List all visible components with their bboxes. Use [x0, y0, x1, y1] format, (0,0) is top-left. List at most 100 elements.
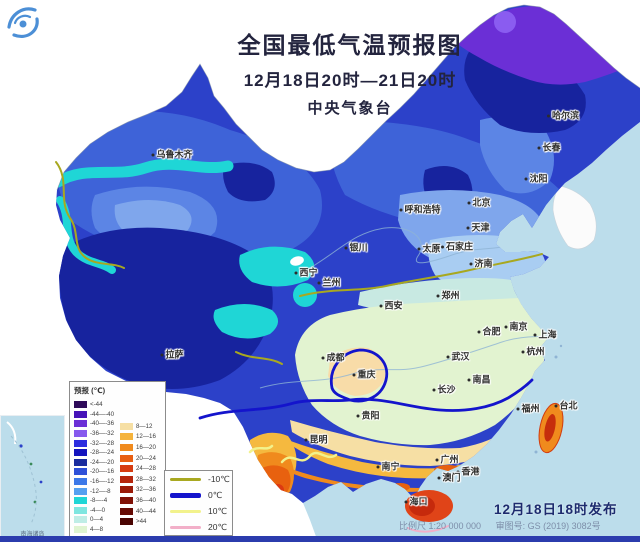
legend-swatch [74, 420, 87, 428]
isotherm-legend-row: -10℃ [170, 472, 232, 487]
legend-swatch [120, 422, 133, 430]
isotherm-line-sample [170, 493, 201, 498]
legend-swatch [74, 478, 87, 486]
legend-swatch [74, 468, 87, 476]
legend-range-label: 24—28 [136, 465, 156, 472]
legend-range-label: -40—-36 [90, 420, 115, 428]
legend-row: -4—0 [74, 506, 115, 516]
legend-row: -40—-36 [74, 419, 115, 429]
legend-range-label: 8—12 [136, 422, 153, 430]
legend-swatch [74, 449, 87, 457]
isotherm-20-line [407, 525, 449, 533]
legend-range-label: -24—-20 [90, 459, 115, 466]
legend-row: <-44 [74, 400, 115, 410]
legend-swatch [74, 497, 87, 505]
forecast-period: 12月18日20时—21日20时 [243, 71, 457, 90]
legend-range-label: 12—16 [136, 433, 156, 441]
legend-range-label: 28—32 [136, 475, 156, 483]
legend-row: -36—-32 [74, 429, 115, 439]
legend-range-label: -20—-16 [90, 468, 115, 476]
legend-row: -12—-8 [74, 486, 115, 496]
qinghai-lake [290, 256, 304, 266]
legend-swatch [120, 507, 133, 515]
legend-range-label: -28—-24 [90, 449, 115, 457]
issue-time: 12月18日18时发布 [494, 502, 618, 517]
legend-row: 12—16 [120, 432, 157, 443]
legend-range-label: 32—36 [136, 486, 156, 494]
legend-row: -20—-16 [74, 467, 115, 477]
legend-swatch [74, 401, 87, 409]
legend-swatch [74, 439, 87, 447]
taiwan-island [538, 402, 564, 454]
legend-swatch [120, 465, 133, 473]
isotherm-0-line [198, 378, 534, 420]
korea-landmass [552, 185, 597, 250]
isotherm-minus10-line [235, 351, 283, 365]
legend-range-label: -44—-40 [90, 411, 115, 418]
legend-range-label: 40—44 [136, 507, 156, 515]
temperature-legend-title: 预报 (℃) [74, 386, 106, 395]
legend-row: 8—12 [120, 421, 157, 432]
isotherm-legend-row: 10℃ [170, 504, 232, 519]
legend-range-label: 16—20 [136, 444, 156, 451]
legend-row: 28—32 [120, 474, 157, 485]
legend-range-label: -16—-12 [90, 478, 115, 485]
legend-range-label: -36—-32 [90, 430, 115, 437]
title-block: 全国最低气温预报图 12月18日20时—21日20时 中央气象台 [170, 26, 530, 118]
legend-range-label: -4—0 [90, 507, 106, 514]
agency-name: 中央气象台 [307, 100, 393, 117]
isotherm-10-line [280, 451, 338, 464]
legend-row: >44 [120, 516, 157, 527]
legend-row: 20—24 [120, 453, 157, 464]
legend-swatch [74, 516, 87, 524]
legend-row: 4—8 [74, 525, 115, 535]
coastal-islands [534, 344, 563, 454]
legend-row: -44—-40 [74, 410, 115, 420]
legend-swatch [74, 487, 87, 495]
temperature-legend: 预报 (℃) <-44 -44—-40 -40—-36 -36—-32 -32—-28 -… [69, 381, 166, 538]
legend-row: 36—40 [120, 495, 157, 506]
temperature-legend-left-column: <-44 -44—-40 -40—-36 -36—-32 -32—-28 -28—-24 -… [74, 400, 115, 534]
legend-row: 16—20 [120, 442, 157, 453]
china-outline [56, 4, 640, 191]
isotherm-line-sample [170, 525, 201, 530]
legend-row: -8—-4 [74, 496, 115, 506]
legend-range-label: <-44 [90, 401, 103, 409]
legend-swatch [120, 475, 133, 483]
legend-range-label: -32—-28 [90, 439, 115, 447]
legend-row: 0—4 [74, 515, 115, 525]
legend-row: 40—44 [120, 506, 157, 517]
legend-row: -32—-28 [74, 438, 115, 448]
legend-swatch [120, 496, 133, 504]
isotherm-legend-row: 0℃ [170, 488, 232, 503]
bottom-border-bar [0, 536, 640, 542]
legend-range-label: 4—8 [90, 526, 104, 533]
isotherm-legend-row: 20℃ [170, 520, 232, 535]
page-title: 全国最低气温预报图 [237, 32, 463, 58]
hainan-island [405, 490, 453, 522]
legend-range-label: 36—40 [136, 497, 156, 504]
legend-swatch [74, 506, 87, 514]
map-scale-note: 比例尺 1:20 000 000 [399, 521, 482, 531]
legend-range-label: -8—-4 [90, 497, 108, 505]
inset-label: 南海诸岛 [20, 532, 45, 538]
isotherm-line-label: 10℃ [208, 506, 228, 516]
yangtze-river [259, 335, 547, 389]
isotherm-line-label: -10℃ [208, 474, 230, 484]
isotherm-0-line [329, 348, 389, 403]
legend-range-label: 20—24 [136, 454, 156, 462]
isotherm-lines [55, 161, 543, 533]
legend-row: -16—-12 [74, 477, 115, 487]
south-china-sea-inset: 南海诸岛 [0, 415, 65, 542]
isotherm-line-sample [170, 477, 201, 482]
legend-swatch [120, 486, 133, 494]
isotherm-line-sample [170, 509, 201, 514]
approval-number: 审图号: GS (2019) 3082号 [495, 521, 601, 531]
legend-range-label: -12—-8 [90, 487, 111, 495]
isotherm-minus10-line [55, 161, 125, 269]
legend-swatch [74, 458, 87, 466]
legend-swatch [120, 518, 133, 526]
legend-row: -24—-20 [74, 458, 115, 468]
